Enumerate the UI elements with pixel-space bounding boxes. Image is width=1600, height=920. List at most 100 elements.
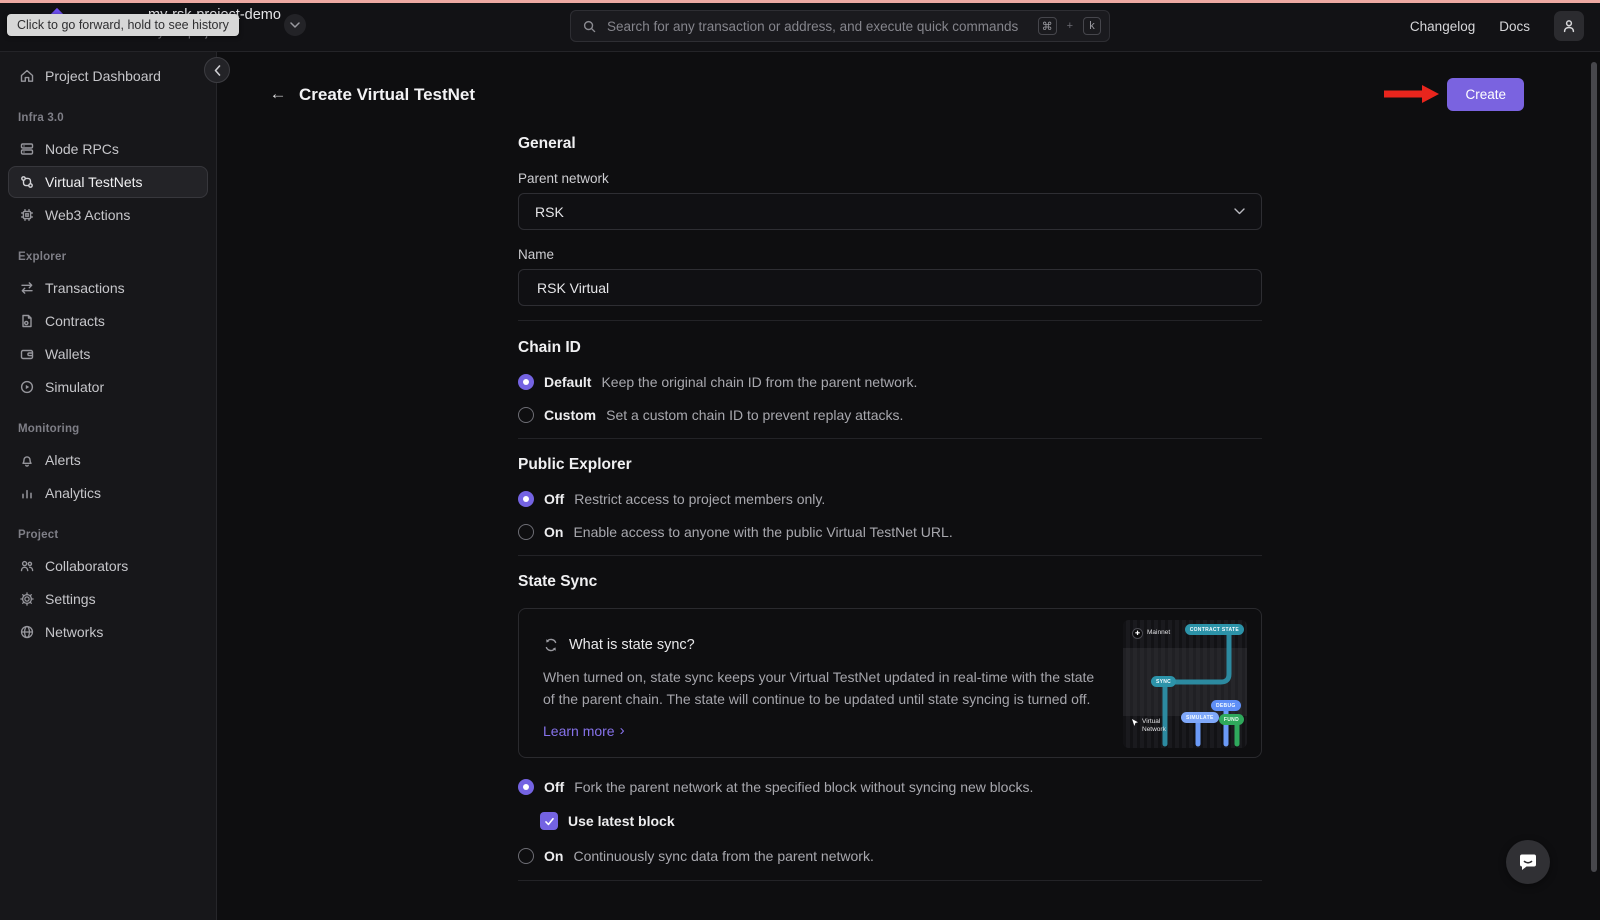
sidebar-item-wallets[interactable]: Wallets	[8, 338, 208, 370]
back-arrow-icon: ←	[270, 84, 287, 104]
section-divider	[518, 880, 1262, 881]
cursor-icon	[1131, 718, 1139, 727]
chain-id-option-custom: Custom Set a custom chain ID to prevent …	[518, 407, 903, 423]
sidebar-item-transactions[interactable]: Transactions	[8, 272, 208, 304]
project-chevron-button[interactable]	[284, 14, 306, 36]
name-input[interactable]	[535, 279, 1245, 297]
topbar-links: Changelog Docs	[1410, 0, 1584, 52]
radio-unselected[interactable]	[518, 848, 534, 864]
keyboard-shortcut-letter: k	[1083, 17, 1101, 35]
public-explorer-option-on: On Enable access to anyone with the publ…	[518, 524, 953, 540]
home-icon	[19, 68, 35, 84]
sidebar-item-label: Simulator	[45, 379, 104, 395]
history-tooltip: Click to go forward, hold to see history	[7, 14, 239, 36]
sidebar-section-project: Project	[8, 529, 208, 541]
chain-id-heading: Chain ID	[518, 339, 581, 357]
chat-bubble-icon	[1517, 851, 1539, 873]
chat-widget-button[interactable]	[1506, 840, 1550, 884]
globe-icon	[19, 624, 35, 640]
annotation-red-arrow	[1382, 83, 1440, 105]
swap-arrows-icon	[19, 280, 35, 296]
play-circle-icon	[19, 379, 35, 395]
learn-more-link[interactable]: Learn more ›	[543, 722, 625, 739]
general-heading: General	[518, 135, 576, 153]
keyboard-shortcut-modifier: ⌘	[1038, 17, 1057, 35]
global-search[interactable]: ⌘ + k	[570, 10, 1110, 42]
sidebar-item-networks[interactable]: Networks	[8, 616, 208, 648]
radio-unselected[interactable]	[518, 407, 534, 423]
sidebar-item-label: Node RPCs	[45, 141, 119, 157]
chain-id-option-default: Default Keep the original chain ID from …	[518, 374, 917, 390]
sidebar-section-explorer: Explorer	[8, 251, 208, 263]
use-latest-block-row: Use latest block	[540, 812, 675, 830]
radio-selected[interactable]	[518, 374, 534, 390]
mainnet-node-icon: ✚	[1132, 628, 1143, 639]
sidebar-item-collaborators[interactable]: Collaborators	[8, 550, 208, 582]
sidebar-item-label: Networks	[45, 624, 103, 640]
sidebar-item-analytics[interactable]: Analytics	[8, 477, 208, 509]
public-explorer-heading: Public Explorer	[518, 456, 632, 474]
parent-network-value: RSK	[535, 204, 564, 220]
sidebar-item-project-dashboard[interactable]: Project Dashboard	[8, 60, 208, 92]
sidebar-item-alerts[interactable]: Alerts	[8, 444, 208, 476]
user-avatar-button[interactable]	[1554, 11, 1584, 41]
sidebar-item-label: Project Dashboard	[45, 68, 161, 84]
state-sync-info-title: What is state sync?	[569, 637, 695, 653]
virtual-testnet-icon	[19, 174, 35, 190]
sidebar-item-node-rpcs[interactable]: Node RPCs	[8, 133, 208, 165]
option-label: Off	[544, 491, 564, 507]
section-divider	[518, 438, 1262, 439]
state-sync-heading: State Sync	[518, 573, 597, 591]
sidebar-item-label: Analytics	[45, 485, 101, 501]
sidebar-item-settings[interactable]: Settings	[8, 583, 208, 615]
state-sync-option-off: Off Fork the parent network at the speci…	[518, 779, 1033, 795]
sidebar-item-web3-actions[interactable]: Web3 Actions	[8, 199, 208, 231]
bell-icon	[19, 452, 35, 468]
sidebar-section-monitoring: Monitoring	[8, 423, 208, 435]
sidebar-item-simulator[interactable]: Simulator	[8, 371, 208, 403]
docs-link[interactable]: Docs	[1499, 19, 1530, 34]
refresh-icon	[543, 637, 559, 653]
chip-icon	[19, 207, 35, 223]
keyboard-shortcut-plus: +	[1067, 20, 1073, 32]
create-button[interactable]: Create	[1447, 78, 1524, 111]
sidebar-item-label: Settings	[45, 591, 96, 607]
debug-badge: DEBUG	[1211, 700, 1241, 711]
chevron-down-icon	[1234, 208, 1245, 215]
name-field-wrap	[518, 269, 1262, 306]
sidebar-item-label: Alerts	[45, 452, 81, 468]
page-scrollbar[interactable]	[1591, 62, 1597, 872]
parent-network-select[interactable]: RSK	[518, 193, 1262, 230]
sidebar-item-label: Virtual TestNets	[45, 174, 143, 190]
checkbox-checked[interactable]	[540, 812, 558, 830]
option-label: On	[544, 524, 563, 540]
option-description: Fork the parent network at the specified…	[574, 779, 1033, 795]
sidebar-item-virtual-testnets[interactable]: Virtual TestNets	[8, 166, 208, 198]
contract-state-badge: CONTRACT STATE	[1185, 624, 1244, 635]
sidebar-item-label: Web3 Actions	[45, 207, 130, 223]
option-description: Enable access to anyone with the public …	[573, 524, 952, 540]
sidebar-item-contracts[interactable]: Contracts	[8, 305, 208, 337]
sidebar: Project Dashboard Infra 3.0 Node RPCs Vi…	[0, 52, 217, 920]
top-bar: my-rsk-project-demo my-rsk-project ⌘ + k…	[0, 0, 1600, 52]
state-sync-info-card: What is state sync? When turned on, stat…	[518, 608, 1262, 758]
radio-selected[interactable]	[518, 491, 534, 507]
sidebar-item-label: Contracts	[45, 313, 105, 329]
sidebar-collapse-button[interactable]	[204, 57, 230, 83]
changelog-link[interactable]: Changelog	[1410, 19, 1475, 34]
chevron-left-icon	[214, 65, 221, 76]
option-label: Off	[544, 779, 564, 795]
option-label: Default	[544, 374, 591, 390]
radio-unselected[interactable]	[518, 524, 534, 540]
search-input[interactable]	[605, 18, 1030, 35]
sidebar-section-infra: Infra 3.0	[8, 112, 208, 124]
server-icon	[19, 141, 35, 157]
state-sync-illustration: ✚ Mainnet CONTRACT STATE SYNC SIMULATE D…	[1123, 620, 1247, 748]
learn-more-label: Learn more	[543, 723, 615, 739]
radio-selected[interactable]	[518, 779, 534, 795]
state-sync-info-title-row: What is state sync?	[543, 637, 695, 653]
sidebar-item-label: Wallets	[45, 346, 90, 362]
parent-network-label: Parent network	[518, 171, 609, 186]
option-description: Restrict access to project members only.	[574, 491, 825, 507]
back-button[interactable]: ←	[266, 82, 290, 106]
